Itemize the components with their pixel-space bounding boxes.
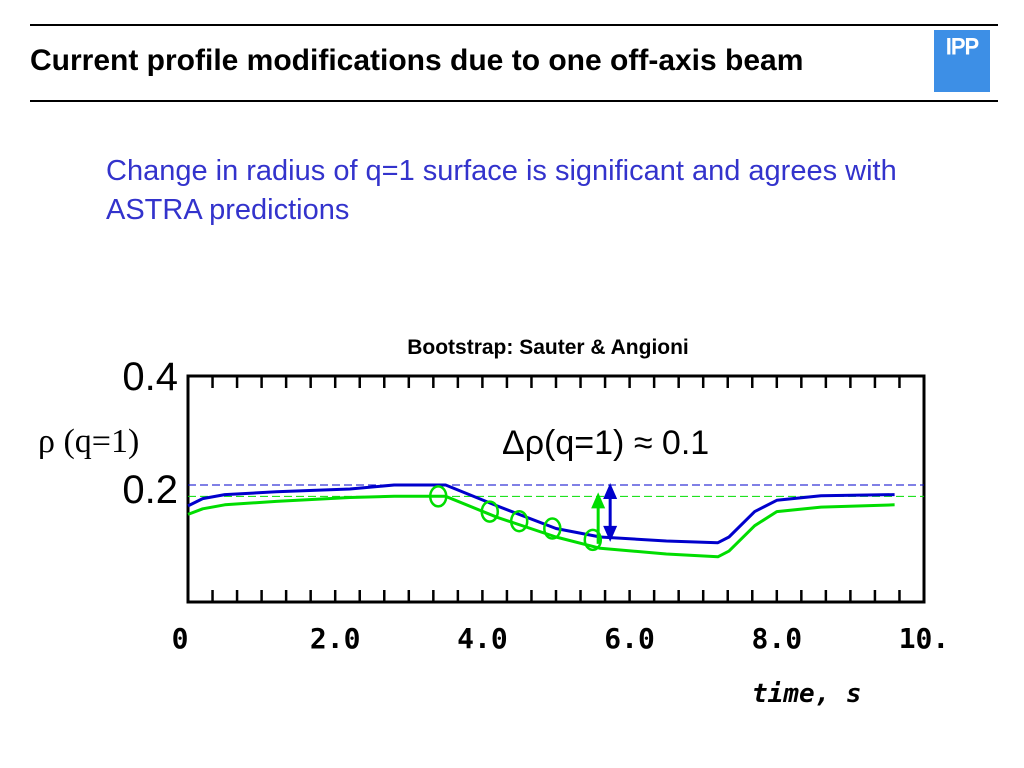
y-tick-label: 0.4 [122,355,178,399]
slide-subtitle: Change in radius of q=1 surface is signi… [106,155,897,226]
x-tick-label: 6.0 [604,622,655,655]
title-underline [30,100,998,102]
blue-arrow-head-down [603,525,618,542]
green-arrow-head-up [591,492,606,509]
x-tick-label: 8.0 [752,622,803,655]
plot-frame [186,374,926,604]
blue-series-line [187,483,895,545]
data-marker [583,528,603,552]
slide-title: Current profile modifications due to one… [30,44,804,77]
x-axis-label: time, s [752,679,862,709]
top-rule [30,24,998,26]
data-marker [428,485,448,508]
ipp-logo: IPP [934,30,990,92]
green-series-line [187,494,895,559]
blue-arrow-head-up [603,483,618,500]
x-tick-label: 10. [899,622,950,655]
x-tick-label: 2.0 [310,622,361,655]
data-marker [509,509,529,533]
y-axis-label: ρ (q=1) [38,423,139,460]
y-tick-label: 0.2 [122,468,178,512]
x-tick-label: 0 [172,622,189,655]
logo-text: IPP [945,32,979,61]
x-tick-label: 4.0 [457,622,508,655]
delta-annotation: Δρ(q=1) ≈ 0.1 [502,424,709,462]
chart-title: Bootstrap: Sauter & Angioni [407,336,689,359]
data-marker [543,517,562,540]
data-marker [480,500,500,523]
